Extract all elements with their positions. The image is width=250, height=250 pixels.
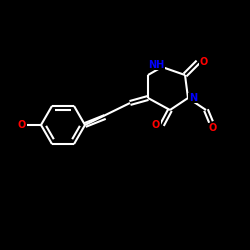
Text: O: O bbox=[18, 120, 26, 130]
Text: O: O bbox=[152, 120, 160, 130]
Text: NH: NH bbox=[148, 60, 164, 70]
Text: N: N bbox=[189, 93, 197, 103]
Text: O: O bbox=[209, 123, 217, 133]
Text: O: O bbox=[200, 57, 208, 67]
Text: O: O bbox=[18, 120, 26, 130]
